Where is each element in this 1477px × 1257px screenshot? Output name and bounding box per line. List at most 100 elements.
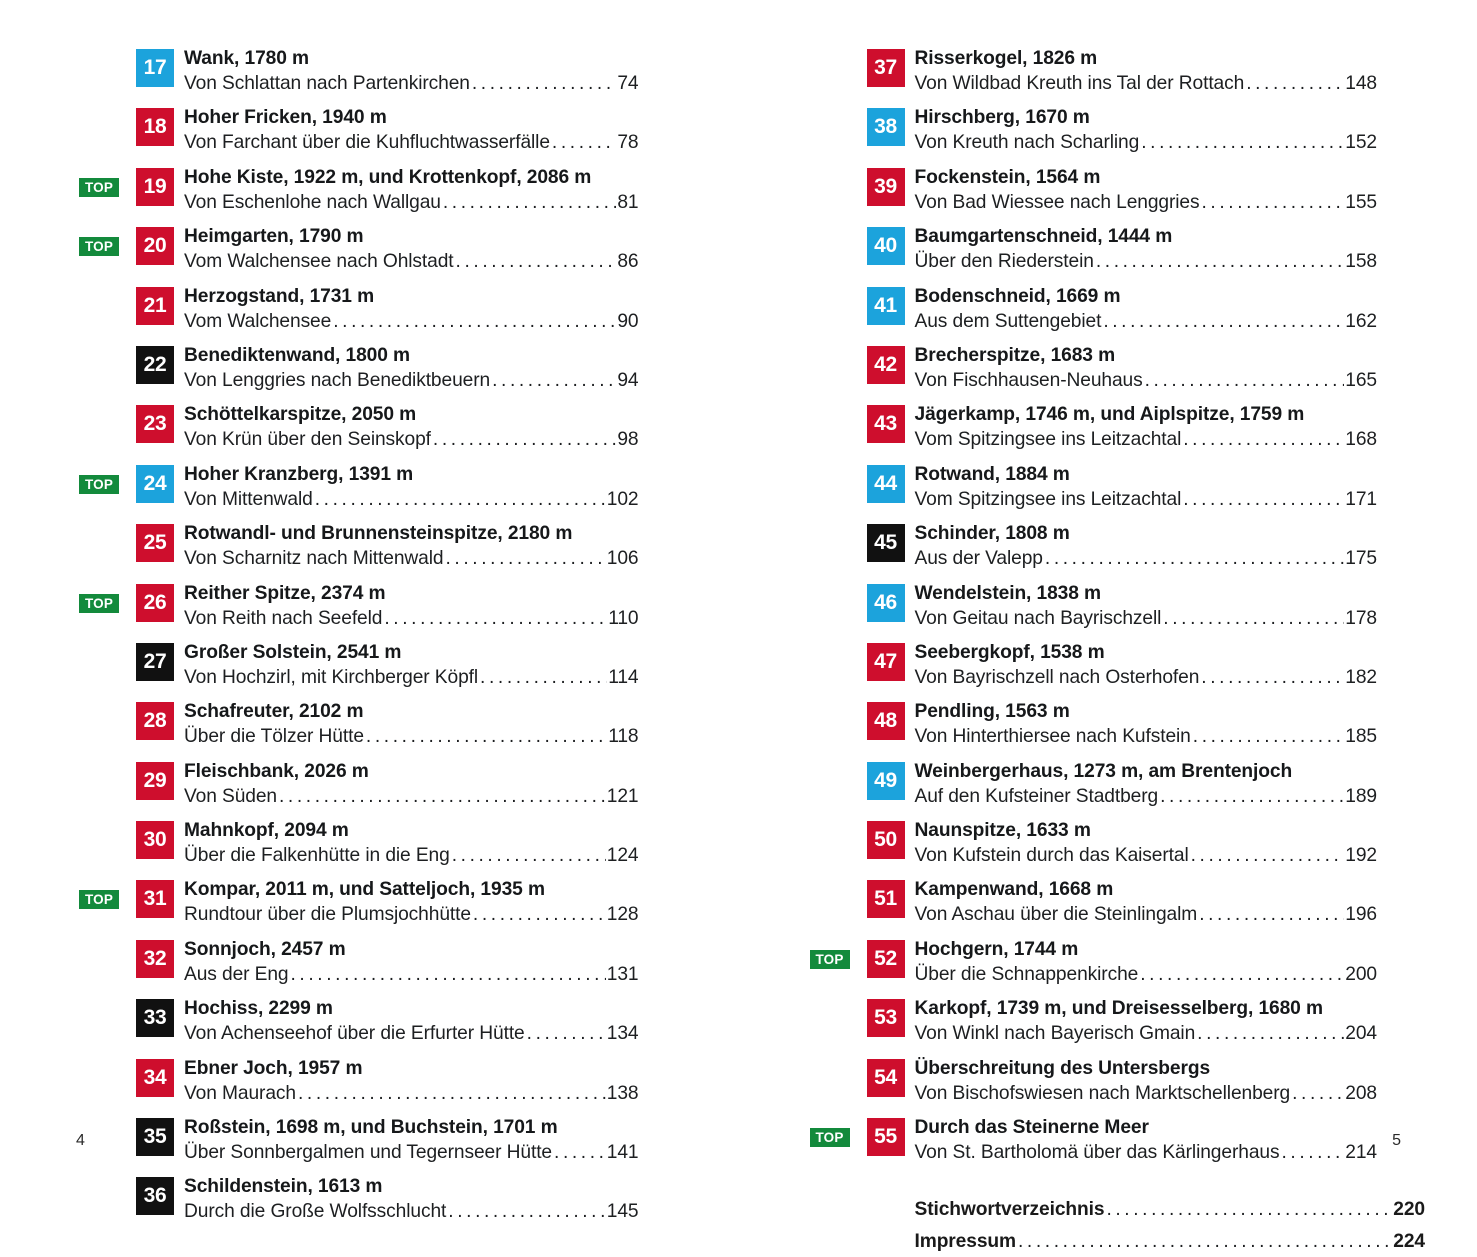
tour-number-badge[interactable]: 39 [867,168,905,206]
tour-number-badge[interactable]: 29 [136,762,174,800]
tour-number-badge[interactable]: 48 [867,702,905,740]
tour-number-badge[interactable]: 22 [136,346,174,384]
tour-number-badge[interactable]: 36 [136,1177,174,1215]
tour-number-badge[interactable]: 38 [867,108,905,146]
tour-number-badge[interactable]: 34 [136,1059,174,1097]
toc-entry-page-number: 145 [607,1199,639,1224]
tour-number-badge[interactable]: 23 [136,405,174,443]
tour-number-badge[interactable]: 32 [136,940,174,978]
tour-number-badge[interactable]: 51 [867,880,905,918]
tour-number-badge[interactable]: 37 [867,49,905,87]
toc-entry-page-number: 192 [1345,843,1377,868]
index-entry[interactable]: Stichwortverzeichnis....................… [867,1195,1378,1225]
tour-number-badge[interactable]: 55 [867,1118,905,1156]
toc-entry[interactable]: 53 Karkopf, 1739 m, und Dreisesselberg, 1… [867,996,1378,1046]
tour-number-badge[interactable]: 53 [867,999,905,1037]
tour-number-badge[interactable]: 33 [136,999,174,1037]
tour-number-badge[interactable]: 20 [136,227,174,265]
toc-entry-subtitle: Aus der Eng [184,962,289,987]
toc-entry-subtitle-row: Vom Spitzingsee ins Leitzachtal.........… [915,427,1378,452]
tour-number-badge[interactable]: 43 [867,405,905,443]
index-entry[interactable]: Impressum...............................… [867,1227,1378,1257]
toc-entry-title: Schafreuter, 2102 m [184,699,639,724]
tour-number-badge[interactable]: 17 [136,49,174,87]
tour-number-badge[interactable]: 46 [867,584,905,622]
toc-entry-subtitle: Von Hinterthiersee nach Kufstein [915,724,1191,749]
tour-number-badge[interactable]: 31 [136,880,174,918]
tour-number-badge[interactable]: 44 [867,465,905,503]
toc-entry-subtitle-row: Von Bischofswiesen nach Marktschellenber… [915,1081,1378,1106]
tour-number-badge[interactable]: 18 [136,108,174,146]
toc-entry-subtitle-row: Von Kreuth nach Scharling...............… [915,130,1378,155]
tour-number-badge[interactable]: 40 [867,227,905,265]
tour-number-badge[interactable]: 42 [867,346,905,384]
tour-number-badge[interactable]: 50 [867,821,905,859]
toc-entry-subtitle: Von Lenggries nach Benediktbeuern [184,368,490,393]
tour-number-badge[interactable]: 52 [867,940,905,978]
tour-number-badge[interactable]: 35 [136,1118,174,1156]
toc-entry-title: Karkopf, 1739 m, und Dreisesselberg, 168… [915,996,1378,1021]
tour-number-badge[interactable]: 27 [136,643,174,681]
toc-entry-subtitle: Rundtour über die Plumsjochhütte [184,902,471,927]
toc-entry-subtitle: Vom Walchensee [184,309,331,334]
tour-number-badge[interactable]: 54 [867,1059,905,1097]
tour-number-badge[interactable]: 21 [136,287,174,325]
tour-number-badge[interactable]: 24 [136,465,174,503]
tour-number-badge[interactable]: 41 [867,287,905,325]
dot-leader: ........................................… [1018,1227,1392,1257]
tour-number-badge[interactable]: 45 [867,524,905,562]
tour-number-badge[interactable]: 25 [136,524,174,562]
tour-number-badge[interactable]: 49 [867,762,905,800]
tour-number-badge[interactable]: 19 [136,168,174,206]
tour-number-badge[interactable]: 30 [136,821,174,859]
tour-number-badge[interactable]: 28 [136,702,174,740]
toc-entry-title: Rotwand, 1884 m [915,462,1378,487]
tour-number-badge[interactable]: 26 [136,584,174,622]
tour-number-badge[interactable]: 47 [867,643,905,681]
